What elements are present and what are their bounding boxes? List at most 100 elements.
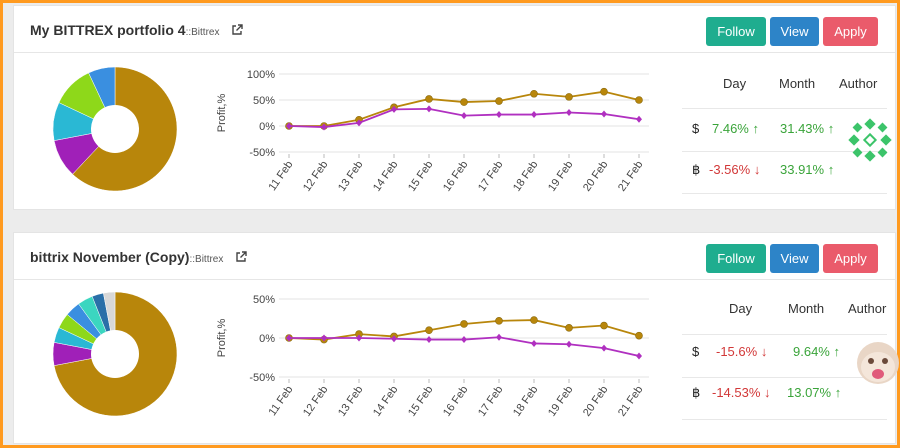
divider [682, 419, 887, 420]
data-point [530, 316, 538, 324]
data-point [635, 331, 643, 340]
x-tick-label: 12 Feb [301, 384, 330, 419]
btc-day-value: -3.56% [709, 162, 751, 177]
portfolio-card: bittrix November (Copy)::Bittrex Follow … [13, 232, 899, 444]
apply-button[interactable]: Apply [823, 244, 878, 273]
author-avatar[interactable] [856, 341, 900, 385]
arrow-up-icon: ↑ [752, 121, 760, 136]
x-tick-label: 17 Feb [476, 384, 505, 419]
data-point [286, 334, 292, 342]
stats-table: Day Month Author $ -15.6% ↓ 9.64% ↑ ฿ -1… [682, 301, 899, 426]
view-button[interactable]: View [770, 17, 819, 46]
x-tick-label: 14 Feb [371, 159, 400, 194]
card-header: bittrix November (Copy)::Bittrex Follow … [14, 233, 895, 280]
usd-day-value: 7.46% [712, 121, 749, 136]
data-point [425, 326, 433, 335]
x-tick-label: 20 Feb [581, 159, 610, 194]
data-point [495, 97, 503, 105]
data-point [461, 112, 467, 120]
author-avatar[interactable] [848, 118, 892, 162]
usd-day-value: -15.6% [716, 344, 758, 359]
btc-symbol: ฿ [692, 385, 701, 400]
portfolio-title[interactable]: bittrix November (Copy)::Bittrex [30, 249, 247, 266]
usd-symbol: $ [692, 121, 700, 136]
btc-month-change: 33.91% ↑ [780, 162, 834, 177]
x-tick-label: 13 Feb [336, 159, 365, 194]
pie-hole [91, 330, 139, 378]
arrow-up-icon: ↑ [834, 385, 842, 400]
month-header: Month [779, 76, 816, 91]
x-tick-label: 19 Feb [546, 159, 575, 194]
data-point [531, 339, 537, 347]
x-tick-label: 15 Feb [406, 159, 435, 194]
portfolio-title[interactable]: My BITTREX portfolio 4::Bittrex [30, 22, 244, 39]
usd-symbol: $ [692, 344, 700, 359]
btc-day-value: -14.53% [712, 385, 761, 400]
data-point [600, 321, 608, 330]
data-point [286, 122, 292, 130]
usd-month-change: 31.43% ↑ [780, 121, 834, 136]
arrow-up-icon: ↑ [827, 162, 835, 177]
x-tick-label: 15 Feb [406, 384, 435, 419]
y-tick-label: 0% [259, 333, 275, 345]
author-header: Author [848, 301, 887, 316]
y-axis-label: Profit,% [216, 94, 228, 133]
divider [682, 151, 887, 152]
author-header: Author [839, 76, 878, 91]
x-tick-label: 17 Feb [476, 159, 505, 194]
profit-line-chart: 100%50%0%-50%Profit,%11 Feb 12 Feb 13 Feb 1… [216, 69, 649, 194]
card-header: My BITTREX portfolio 4::Bittrex Follow V… [14, 6, 895, 53]
arrow-down-icon: ↓ [753, 162, 761, 177]
month-header: Month [788, 301, 825, 316]
data-point [601, 110, 607, 118]
data-point [426, 105, 432, 113]
data-point [530, 89, 538, 98]
apply-button[interactable]: Apply [823, 17, 878, 46]
y-tick-label: -50% [249, 372, 275, 384]
x-tick-label: 19 Feb [546, 384, 575, 419]
arrow-up-icon: ↑ [833, 344, 841, 359]
day-header: Day [729, 301, 753, 316]
follow-button[interactable]: Follow [706, 17, 766, 46]
data-point [391, 105, 397, 113]
data-point [565, 324, 573, 332]
btc-symbol: ฿ [692, 162, 701, 177]
data-point [600, 87, 608, 96]
y-tick-label: 50% [253, 294, 275, 306]
btc-month-change: 13.07% ↑ [787, 385, 841, 400]
data-point [565, 93, 573, 101]
usd-day-change: 7.46% ↑ [712, 121, 759, 136]
portfolio-name[interactable]: My BITTREX portfolio 4 [30, 22, 186, 38]
arrow-down-icon: ↓ [764, 385, 771, 400]
external-link-icon[interactable] [235, 250, 247, 266]
data-point [391, 335, 397, 343]
external-link-icon[interactable] [231, 23, 244, 39]
divider [682, 334, 887, 335]
x-tick-label: 11 Feb [266, 159, 295, 193]
divider [682, 108, 887, 109]
x-tick-label: 21 Feb [616, 384, 645, 419]
arrow-down-icon: ↓ [760, 344, 768, 359]
data-point [321, 334, 327, 342]
data-point [356, 119, 362, 127]
x-tick-label: 16 Feb [441, 384, 470, 419]
exchange-label: ::Bittrex [189, 254, 224, 265]
allocation-pie-chart [52, 66, 178, 192]
data-point [601, 344, 607, 352]
btc-month-value: 13.07% [787, 385, 832, 400]
x-tick-label: 18 Feb [511, 384, 540, 419]
view-button[interactable]: View [770, 244, 819, 273]
y-tick-label: 50% [253, 95, 275, 107]
x-tick-label: 12 Feb [301, 159, 330, 194]
follow-button[interactable]: Follow [706, 244, 766, 273]
x-tick-label: 20 Feb [581, 384, 610, 419]
portfolio-name[interactable]: bittrix November (Copy) [30, 249, 190, 265]
exchange-label: ::Bittrex [185, 27, 220, 38]
data-point [635, 96, 643, 104]
page-background: My BITTREX portfolio 4::Bittrex Follow V… [3, 3, 899, 445]
y-axis-label: Profit,% [216, 319, 228, 358]
data-point [566, 340, 572, 348]
y-tick-label: 100% [247, 69, 275, 81]
data-point [496, 111, 502, 119]
x-tick-label: 16 Feb [441, 159, 470, 194]
